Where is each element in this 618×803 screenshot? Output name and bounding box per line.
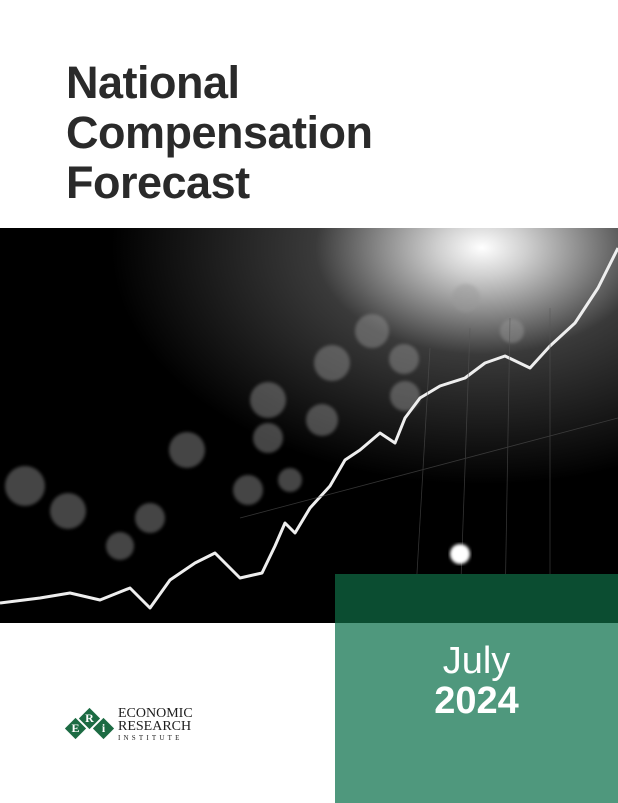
trend-line <box>0 247 618 610</box>
logo-letter: R <box>85 711 94 725</box>
green-band <box>335 574 618 623</box>
logo-mark: E R i <box>64 707 115 740</box>
title: National Compensation Forecast <box>66 58 373 208</box>
light-spot <box>450 544 470 564</box>
logo-name: ECONOMIC RESEARCH INSTITUTE <box>118 707 193 743</box>
logo-word: INSTITUTE <box>118 734 183 742</box>
logo-letter: i <box>102 721 106 735</box>
title-line: Forecast <box>66 157 250 208</box>
logo-letter: E <box>71 721 79 735</box>
bokeh <box>5 284 524 560</box>
logo-word: RESEARCH <box>118 719 192 734</box>
hero-image <box>0 228 618 623</box>
title-line: National <box>66 57 240 108</box>
month: July <box>442 640 511 682</box>
title-line: Compensation <box>66 107 373 158</box>
logo: E R i ECONOMIC RESEARCH INSTITUTE <box>62 705 212 749</box>
logo-word: ECONOMIC <box>118 706 193 721</box>
date-panel: July 2024 <box>335 623 618 803</box>
year: 2024 <box>434 680 519 722</box>
